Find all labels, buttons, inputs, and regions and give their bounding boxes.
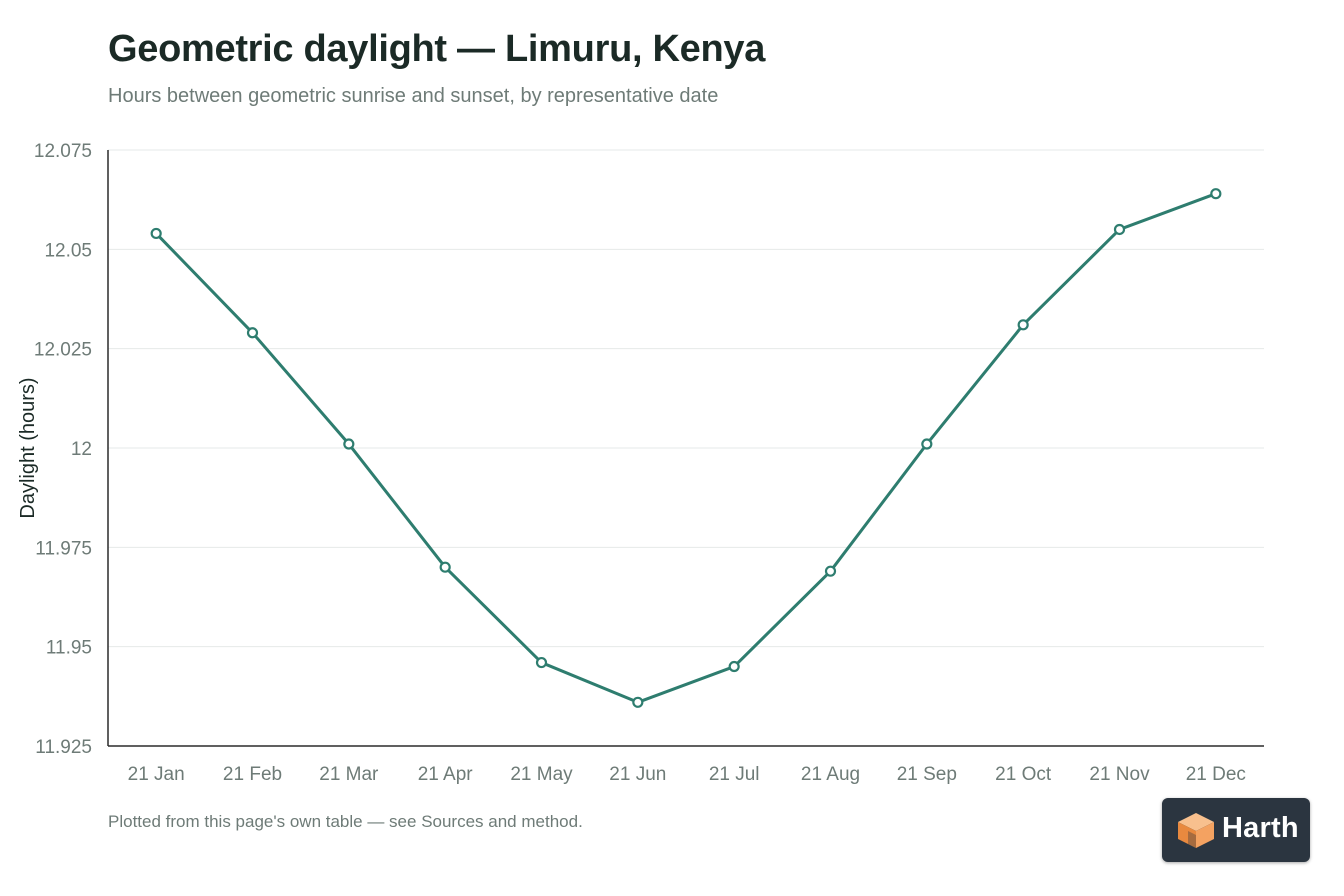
data-point[interactable]	[728, 660, 740, 673]
data-point[interactable]	[921, 438, 933, 450]
x-tick-label: 21 May	[510, 764, 573, 785]
brand-name: Harth	[1222, 812, 1299, 844]
cube-logo-icon	[1178, 813, 1214, 848]
data-point[interactable]	[246, 327, 259, 339]
data-point[interactable]	[439, 561, 451, 573]
y-axis-ticks: 12.075 12.05 12.025 12 11.975 11.95 11.925	[34, 141, 92, 758]
chart-title: Geometric daylight — Limuru, Kenya	[108, 28, 766, 70]
y-tick-label: 12.05	[44, 240, 92, 261]
x-tick-label: 21 Sep	[897, 764, 957, 785]
x-tick-label: 21 Jul	[709, 764, 760, 785]
y-tick-label: 11.975	[35, 538, 92, 559]
data-point[interactable]	[632, 696, 644, 708]
y-tick-label: 11.95	[46, 638, 92, 659]
data-point[interactable]	[150, 227, 162, 240]
x-axis-ticks: 21 Jan 21 Feb 21 Mar 21 Apr 21 May 21 Jun 21 J…	[128, 764, 1246, 785]
footnote: Plotted from this page's own table — see…	[108, 812, 583, 831]
x-tick-label: 21 Oct	[995, 764, 1052, 785]
data-point[interactable]	[343, 438, 355, 450]
data-point[interactable]	[1210, 188, 1222, 200]
x-tick-label: 21 Aug	[801, 764, 860, 785]
y-tick-label: 12.025	[34, 340, 92, 361]
x-tick-label: 21 Dec	[1186, 764, 1246, 785]
data-point[interactable]	[1113, 223, 1126, 236]
x-tick-label: 21 Apr	[418, 764, 474, 785]
y-tick-label: 12	[71, 439, 92, 460]
x-tick-label: 21 Feb	[223, 764, 282, 785]
brand-badge[interactable]: Harth	[1162, 798, 1310, 862]
x-tick-label: 21 Mar	[319, 764, 379, 785]
x-tick-label: 21 Nov	[1089, 764, 1150, 785]
gridlines	[108, 149, 1264, 648]
y-tick-label: 11.925	[35, 737, 92, 758]
line-chart: 12.075 12.05 12.025 12 11.975 11.95 11.925 21 …	[17, 141, 1264, 785]
data-point[interactable]	[824, 565, 837, 577]
x-tick-label: 21 Jan	[128, 764, 185, 785]
y-tick-label: 12.075	[34, 141, 92, 162]
data-point[interactable]	[535, 656, 548, 669]
series-group	[150, 188, 1222, 708]
y-axis-label: Daylight (hours)	[17, 377, 39, 518]
chart-subtitle: Hours between geometric sunrise and suns…	[108, 85, 719, 107]
data-point[interactable]	[1017, 319, 1029, 331]
x-tick-label: 21 Jun	[609, 764, 666, 785]
series-line	[155, 192, 1217, 704]
